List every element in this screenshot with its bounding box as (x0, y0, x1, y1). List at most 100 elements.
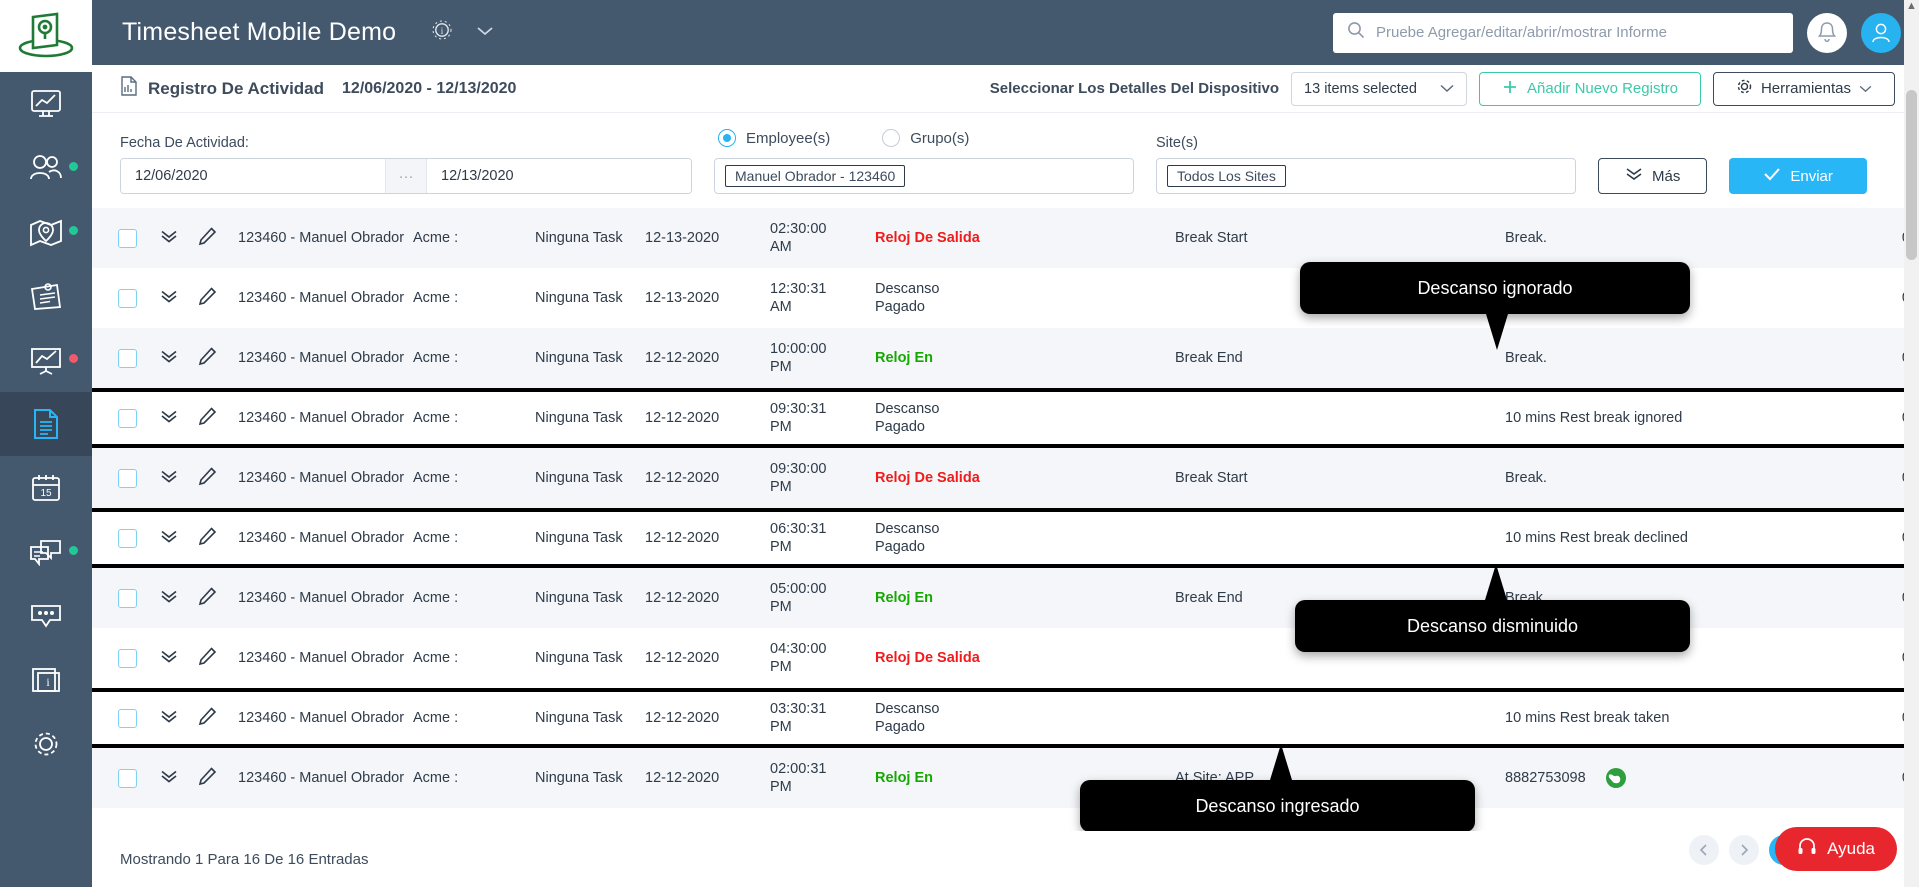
row-select-checkbox-cell[interactable] (118, 528, 160, 548)
sidebar-item-info[interactable]: i (0, 648, 92, 712)
row-edit-button[interactable] (198, 526, 238, 550)
employee-select[interactable]: Manuel Obrador - 123460 (714, 158, 1134, 194)
table-row[interactable]: 123460 - Manuel Obrador Acme : Ninguna Tas… (92, 208, 1919, 268)
user-avatar[interactable] (1861, 12, 1901, 53)
row-expand-button[interactable] (160, 770, 198, 787)
table-row[interactable]: 123460 - Manuel Obrador Acme : Ninguna Tas… (92, 568, 1919, 628)
table-row[interactable]: 123460 - Manuel Obrador Acme : Ninguna Tas… (92, 328, 1919, 388)
table-row[interactable]: 123460 - Manuel Obrador Acme : Ninguna Tas… (92, 688, 1919, 748)
table-row[interactable]: 123460 - Manuel Obrador Acme : Ninguna Tas… (92, 448, 1919, 508)
tools-button[interactable]: Herramientas (1712, 71, 1895, 106)
sites-select[interactable]: Todos Los Sites (1156, 158, 1576, 194)
cell-company: Acme : (413, 770, 459, 786)
row-edit-button[interactable] (198, 706, 238, 730)
app-logo[interactable] (0, 0, 92, 72)
row-checkbox[interactable] (118, 408, 137, 428)
device-details-select[interactable]: 13 items selected (1291, 71, 1468, 106)
notifications-button[interactable] (1807, 12, 1847, 53)
row-select-checkbox-cell[interactable] (118, 708, 160, 728)
scroll-up-arrow[interactable]: ▲ (1904, 0, 1919, 18)
row-select-checkbox-cell[interactable] (118, 408, 160, 428)
sidebar-item-map[interactable] (0, 200, 92, 264)
row-edit-button[interactable] (198, 346, 238, 370)
chevron-down-icon[interactable] (475, 24, 495, 41)
date-from-field[interactable]: 12/06/2020 (121, 159, 385, 193)
search-input[interactable] (1376, 24, 1779, 41)
page-date-range: 12/06/2020 - 12/13/2020 (342, 79, 517, 97)
sidebar-item-jobs[interactable] (0, 264, 92, 328)
help-button[interactable]: Ayuda (1775, 827, 1897, 871)
cell-company: Acme : (413, 590, 459, 606)
row-edit-button[interactable] (198, 766, 238, 790)
row-edit-button[interactable] (198, 586, 238, 610)
row-expand-button[interactable] (160, 410, 198, 427)
row-select-checkbox-cell[interactable] (118, 228, 160, 248)
date-range-input[interactable]: 12/06/2020 ··· 12/13/2020 (120, 158, 692, 194)
cell-date: 12-12-2020 (645, 350, 720, 366)
radio-employees[interactable]: Employee(s) (718, 129, 830, 147)
employee-token[interactable]: Manuel Obrador - 123460 (725, 165, 906, 187)
dots-bubble-icon (31, 605, 61, 628)
row-checkbox[interactable] (118, 468, 137, 488)
row-checkbox[interactable] (118, 228, 137, 248)
row-checkbox[interactable] (118, 768, 137, 788)
row-expand-button[interactable] (160, 650, 198, 667)
search-icon (1347, 21, 1365, 44)
row-expand-button[interactable] (160, 350, 198, 367)
row-expand-button[interactable] (160, 290, 198, 307)
page-scrollbar[interactable]: ▲ (1904, 0, 1919, 887)
scrollbar-thumb[interactable] (1906, 90, 1917, 260)
row-select-checkbox-cell[interactable] (118, 288, 160, 308)
row-checkbox[interactable] (118, 288, 137, 308)
row-select-checkbox-cell[interactable] (118, 588, 160, 608)
page-title: Registro De Actividad (148, 78, 325, 98)
top-bar: Timesheet Mobile Demo i (92, 0, 1919, 65)
more-filters-button[interactable]: Más (1598, 158, 1708, 194)
row-select-checkbox-cell[interactable] (118, 648, 160, 668)
row-edit-button[interactable] (198, 406, 238, 430)
sidebar-item-dashboard[interactable] (0, 72, 92, 136)
row-select-checkbox-cell[interactable] (118, 768, 160, 788)
next-page-button[interactable] (1729, 835, 1759, 865)
row-checkbox[interactable] (118, 588, 137, 608)
row-checkbox[interactable] (118, 648, 137, 668)
check-icon (1763, 167, 1781, 185)
radio-groups[interactable]: Grupo(s) (882, 129, 969, 147)
cell-break: Break End (1175, 350, 1243, 366)
row-expand-button[interactable] (160, 230, 198, 247)
sidebar-item-messages[interactable] (0, 520, 92, 584)
row-checkbox[interactable] (118, 528, 137, 548)
date-to-field[interactable]: 12/13/2020 (427, 159, 691, 193)
cell-date: 12-12-2020 (645, 710, 720, 726)
table-row[interactable]: 123460 - Manuel Obrador Acme : Ninguna Tas… (92, 508, 1919, 568)
sidebar-item-schedule[interactable]: 15 (0, 456, 92, 520)
info-circle-icon[interactable]: i (431, 19, 453, 46)
sites-token[interactable]: Todos Los Sites (1167, 165, 1286, 187)
table-row[interactable]: 123460 - Manuel Obrador Acme : Ninguna Tas… (92, 388, 1919, 448)
sidebar-item-employees[interactable] (0, 136, 92, 200)
row-expand-button[interactable] (160, 710, 198, 727)
sidebar-item-reports[interactable] (0, 328, 92, 392)
sidebar-item-more[interactable] (0, 584, 92, 648)
row-edit-button[interactable] (198, 286, 238, 310)
row-edit-button[interactable] (198, 646, 238, 670)
row-edit-button[interactable] (198, 226, 238, 250)
prev-page-button[interactable] (1689, 835, 1719, 865)
sidebar-item-activity-log[interactable] (0, 392, 92, 456)
submit-button[interactable]: Enviar (1729, 158, 1867, 194)
table-row[interactable]: 123460 - Manuel Obrador Acme : Ninguna Tas… (92, 748, 1919, 808)
global-search[interactable] (1333, 12, 1793, 53)
row-select-checkbox-cell[interactable] (118, 348, 160, 368)
cell-time: 05:00:00 PM (770, 580, 827, 615)
row-checkbox[interactable] (118, 708, 137, 728)
row-select-checkbox-cell[interactable] (118, 468, 160, 488)
row-checkbox[interactable] (118, 348, 137, 368)
row-expand-button[interactable] (160, 590, 198, 607)
row-expand-button[interactable] (160, 530, 198, 547)
add-new-record-button[interactable]: Añadir Nuevo Registro (1479, 71, 1701, 106)
row-edit-button[interactable] (198, 466, 238, 490)
row-expand-button[interactable] (160, 470, 198, 487)
page-toolbar: Registro De Actividad 12/06/2020 - 12/13… (92, 65, 1919, 113)
sidebar-item-settings[interactable] (0, 712, 92, 776)
cell-type: Reloj De Salida (875, 649, 980, 666)
